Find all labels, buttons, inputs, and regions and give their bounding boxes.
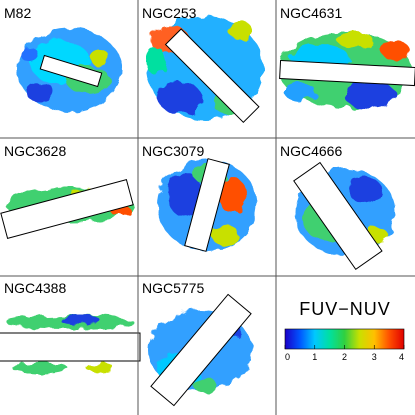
slit-box xyxy=(0,332,141,362)
panel-label: M82 xyxy=(4,5,31,21)
panel-ngc4388: NGC4388 xyxy=(0,280,141,374)
panel-ngc5775: NGC5775 xyxy=(142,280,252,407)
panel-ngc3079: NGC3079 xyxy=(142,143,257,252)
slit-box xyxy=(0,179,134,239)
panel-label: NGC5775 xyxy=(142,280,204,296)
colorbar-tick-label: 4 xyxy=(399,352,404,362)
colorbar-tick-label: 0 xyxy=(285,352,290,362)
panel-label: NGC4388 xyxy=(4,280,66,296)
slit-box xyxy=(39,54,103,88)
slit-box xyxy=(184,158,230,252)
slit-box xyxy=(293,161,383,271)
panel-label: NGC3079 xyxy=(142,143,204,159)
panel-label: NGC3628 xyxy=(4,143,66,159)
panel-m82: M82 xyxy=(4,5,122,112)
panel-ngc3628: NGC3628 xyxy=(0,143,134,239)
panel-ngc4666: NGC4666 xyxy=(280,143,395,271)
panel-ngc4631: NGC4631 xyxy=(279,5,415,109)
panel-label: NGC253 xyxy=(142,5,197,21)
colorbar-tick-label: 2 xyxy=(342,352,347,362)
colorbar-tick-label: 3 xyxy=(372,352,377,362)
panel-label: NGC4666 xyxy=(280,143,342,159)
panel-label: NGC4631 xyxy=(280,5,342,21)
slit-box xyxy=(164,28,260,124)
colorbar-title: FUV−NUV xyxy=(299,299,391,319)
colorbar-tick-label: 1 xyxy=(312,352,317,362)
colorbar-panel: FUV−NUV 0 1 2 3 4 xyxy=(284,299,405,362)
panel-ngc253: NGC253 xyxy=(142,5,263,124)
colorbar-ticks: 0 1 2 3 4 xyxy=(284,345,405,362)
color-map-ngc4388 xyxy=(6,315,134,374)
slit-box xyxy=(150,293,252,407)
